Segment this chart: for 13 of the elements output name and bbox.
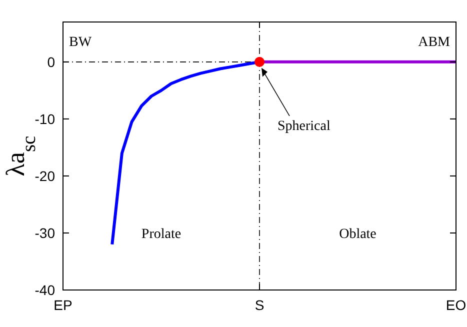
annotation: ABM xyxy=(418,35,451,50)
x-tick-label: S xyxy=(254,297,264,313)
annotation: Prolate xyxy=(141,226,182,242)
x-tick-label: EO xyxy=(446,297,466,313)
y-tick-label: -30 xyxy=(34,224,56,241)
annotation: Oblate xyxy=(339,226,376,242)
y-tick-label: -20 xyxy=(34,168,56,184)
annotation: BW xyxy=(69,35,92,50)
y-tick-label: -40 xyxy=(34,282,56,298)
y-tick-label: -10 xyxy=(34,110,56,127)
y-tick-label: 0 xyxy=(47,54,56,70)
annotation: Spherical xyxy=(278,118,330,134)
x-tick-label: EP xyxy=(54,297,72,313)
